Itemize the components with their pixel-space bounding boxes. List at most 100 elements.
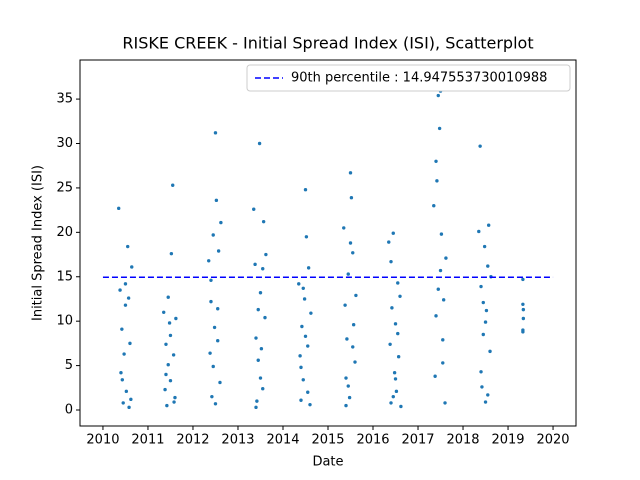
point: [480, 385, 484, 389]
point: [435, 179, 439, 183]
point: [483, 400, 488, 404]
x-tick-label: 2013: [221, 433, 254, 448]
point: [486, 264, 490, 268]
point: [436, 93, 440, 98]
point: [216, 249, 221, 253]
point: [118, 288, 122, 292]
point: [126, 296, 131, 300]
point: [306, 390, 310, 394]
point: [346, 384, 350, 388]
point: [258, 376, 263, 380]
point: [434, 159, 438, 163]
point: [396, 355, 401, 359]
point: [261, 219, 266, 224]
point: [212, 325, 217, 330]
point: [478, 144, 482, 148]
point: [354, 293, 358, 298]
x-tick-label: 2015: [311, 433, 344, 448]
point: [304, 235, 309, 239]
point: [120, 378, 125, 382]
point: [299, 398, 303, 402]
point: [481, 332, 485, 337]
x-tick-label: 2011: [131, 433, 164, 448]
point: [306, 266, 311, 270]
y-tick-label: 30: [56, 136, 73, 151]
point: [345, 337, 349, 341]
point: [127, 405, 131, 410]
point: [433, 374, 437, 378]
point: [479, 370, 483, 374]
point: [209, 278, 213, 283]
point: [166, 295, 170, 299]
point: [171, 183, 175, 187]
point: [308, 402, 312, 407]
point: [211, 364, 215, 369]
point: [120, 327, 124, 331]
point: [306, 344, 310, 348]
point: [299, 365, 303, 370]
point: [387, 240, 391, 244]
y-tick-label: 15: [56, 269, 73, 284]
plot-frame: [79, 59, 577, 427]
x-tick-label: 2010: [86, 433, 119, 448]
point: [216, 307, 220, 311]
point: [163, 387, 167, 392]
point: [486, 223, 491, 227]
point: [254, 336, 258, 340]
x-tick-label: 2012: [176, 433, 209, 448]
point: [444, 256, 448, 260]
point: [214, 198, 219, 203]
point: [252, 207, 256, 211]
y-tick-label: 10: [56, 314, 73, 329]
point: [128, 341, 132, 346]
point: [119, 370, 123, 375]
point: [259, 347, 264, 351]
point: [347, 395, 352, 400]
point: [126, 244, 130, 249]
point: [210, 394, 214, 399]
point: [298, 354, 302, 358]
point: [300, 324, 304, 329]
point: [391, 394, 395, 399]
point: [213, 131, 218, 135]
point: [258, 291, 263, 295]
point: [342, 226, 346, 230]
point: [344, 376, 348, 380]
y-tick-label: 20: [56, 225, 73, 240]
point: [441, 298, 446, 302]
y-tick-label: 25: [56, 180, 73, 195]
point: [479, 284, 483, 289]
point: [301, 286, 305, 291]
point: [173, 395, 177, 400]
point: [302, 297, 307, 301]
point: [348, 241, 353, 245]
point: [349, 195, 354, 200]
point: [484, 308, 489, 313]
point: [390, 306, 394, 310]
point: [261, 386, 265, 391]
point: [394, 389, 399, 394]
point: [117, 206, 121, 211]
point: [436, 287, 440, 291]
point: [488, 349, 492, 354]
point: [396, 281, 400, 285]
point: [171, 353, 176, 357]
point: [166, 363, 170, 367]
point: [344, 403, 348, 408]
point: [129, 397, 133, 402]
point: [301, 378, 305, 382]
point: [351, 251, 355, 255]
point: [351, 345, 355, 349]
point: [130, 265, 134, 269]
y-tick-label: 0: [65, 403, 73, 418]
point: [389, 259, 393, 264]
point: [263, 315, 267, 320]
point: [438, 268, 443, 273]
legend-label: 90th percentile : 14.947553730010988: [291, 71, 547, 86]
point: [256, 307, 260, 312]
point: [218, 380, 222, 385]
x-tick-label: 2019: [491, 433, 524, 448]
point: [164, 372, 168, 377]
point: [481, 300, 485, 305]
point: [437, 126, 442, 131]
